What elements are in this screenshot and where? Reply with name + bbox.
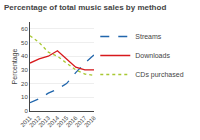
svg-text:10: 10: [21, 94, 28, 100]
svg-text:2016: 2016: [65, 114, 79, 128]
svg-text:Percentage: Percentage: [11, 48, 19, 84]
svg-text:2012: 2012: [28, 114, 42, 128]
svg-text:20: 20: [21, 81, 28, 87]
svg-text:Percentage of total music sale: Percentage of total music sales by metho…: [4, 3, 166, 12]
svg-text:2014: 2014: [47, 114, 61, 128]
svg-text:60: 60: [21, 26, 28, 32]
svg-text:50: 50: [21, 40, 28, 46]
svg-text:2017: 2017: [74, 114, 88, 128]
svg-text:CDs purchased: CDs purchased: [135, 71, 183, 79]
svg-text:2013: 2013: [37, 114, 51, 128]
svg-text:0: 0: [24, 108, 28, 114]
svg-text:2018: 2018: [83, 114, 97, 128]
svg-text:Downloads: Downloads: [135, 52, 170, 59]
svg-text:2015: 2015: [56, 114, 70, 128]
svg-text:30: 30: [21, 67, 28, 73]
svg-text:Streams: Streams: [135, 33, 162, 40]
svg-text:2011: 2011: [19, 114, 33, 128]
svg-text:40: 40: [21, 53, 28, 59]
